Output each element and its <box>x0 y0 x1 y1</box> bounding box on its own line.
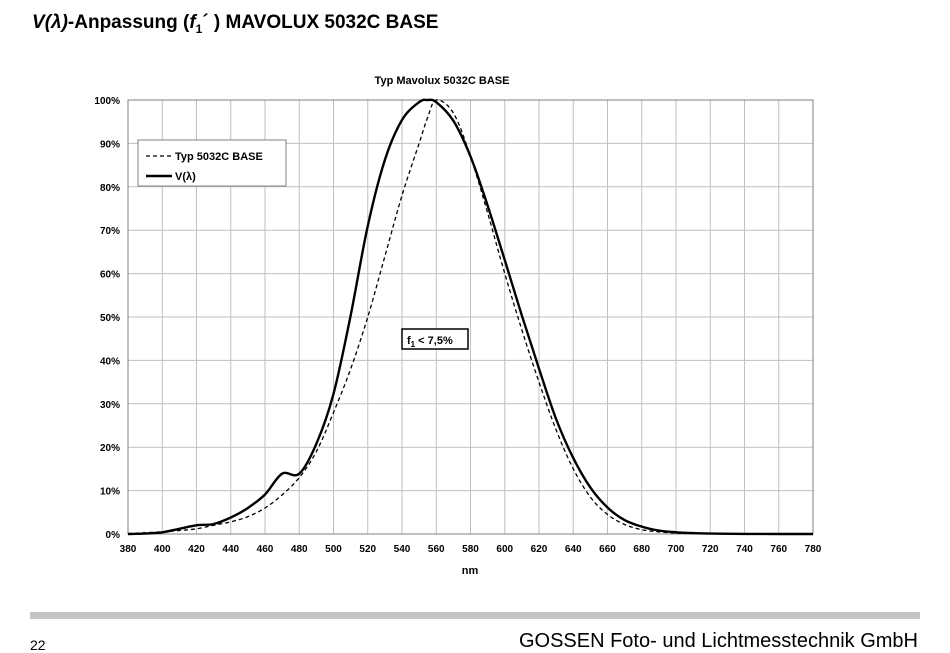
x-tick-label: 760 <box>770 544 787 555</box>
company-name: GOSSEN Foto- und Lichtmesstechnik GmbH <box>518 630 918 652</box>
x-tick-label: 500 <box>325 544 342 555</box>
x-tick-label: 520 <box>359 544 376 555</box>
y-tick-label: 30% <box>100 400 120 411</box>
legend-label-vlambda: V(λ) <box>175 171 196 183</box>
y-tick-label: 10% <box>100 487 120 498</box>
x-tick-label: 680 <box>633 544 650 555</box>
y-tick-label: 50% <box>100 313 120 324</box>
page-heading: V(λ)-Anpassung (f1´ ) MAVOLUX 5032C BASE <box>32 12 438 36</box>
plot-frame <box>127 99 814 535</box>
legend-label-typ: Typ 5032C BASE <box>175 151 263 163</box>
legend: Typ 5032C BASE V(λ) <box>137 139 287 187</box>
x-tick-label: 540 <box>394 544 411 555</box>
chart-title: Typ Mavolux 5032C BASE <box>375 75 510 87</box>
x-tick-label: 480 <box>291 544 308 555</box>
x-tick-label: 640 <box>565 544 582 555</box>
x-tick-label: 400 <box>154 544 171 555</box>
y-tick-label: 20% <box>100 443 120 454</box>
x-tick-labels: 380 400 420 440 460 480 500 520 540 560 580 600 620 6… <box>120 544 822 555</box>
f1-annotation: f1 < 7,5% <box>401 328 469 350</box>
y-tick-label: 90% <box>100 139 120 150</box>
y-tick-label: 0% <box>106 530 121 541</box>
y-tick-label: 80% <box>100 183 120 194</box>
heading-sub: 1 <box>195 21 203 36</box>
annotation-sub: 1 <box>411 340 416 349</box>
x-tick-label: 740 <box>736 544 753 555</box>
page-number: 22 <box>30 637 46 653</box>
x-tick-label: 460 <box>257 544 274 555</box>
heading-tail: ´ ) MAVOLUX 5032C BASE <box>202 12 439 33</box>
chart: Typ Mavolux 5032C BASE 380 400 420 440 460 48… <box>94 75 822 577</box>
heading-rest: -Anpassung ( <box>67 12 190 33</box>
series-line-v-lambda <box>127 98 813 536</box>
x-tick-label: 560 <box>428 544 445 555</box>
x-tick-label: 580 <box>462 544 479 555</box>
x-tick-label: 660 <box>599 544 616 555</box>
annotation-text: f1 < 7,5% <box>407 335 453 349</box>
x-tick-label: 720 <box>702 544 719 555</box>
annotation-value: < 7,5% <box>415 335 453 347</box>
series-layer <box>127 98 813 536</box>
y-tick-label: 40% <box>100 356 120 367</box>
x-tick-label: 600 <box>496 544 513 555</box>
x-tick-label: 380 <box>120 544 137 555</box>
x-tick-label: 440 <box>222 544 239 555</box>
heading-lambda: (λ) <box>44 12 68 33</box>
y-tick-labels: 0% 10% 20% 30% 40% 50% 60% 70% 80% 90% 100% <box>94 96 120 541</box>
y-tick-label: 60% <box>100 270 120 281</box>
heading-f: f <box>189 12 196 33</box>
annotation-box <box>401 328 469 350</box>
heading-v: V <box>32 12 45 33</box>
footer-bar <box>30 612 920 619</box>
x-tick-label: 620 <box>531 544 548 555</box>
annotation-prefix: f <box>407 335 411 347</box>
x-tick-label: 700 <box>668 544 685 555</box>
x-tick-label: 780 <box>805 544 822 555</box>
legend-box <box>137 139 287 187</box>
x-axis-label: nm <box>462 565 479 577</box>
y-tick-label: 100% <box>94 96 120 107</box>
y-tick-label: 70% <box>100 226 120 237</box>
x-tick-label: 420 <box>188 544 205 555</box>
series-line-typ-5032c <box>127 99 813 535</box>
